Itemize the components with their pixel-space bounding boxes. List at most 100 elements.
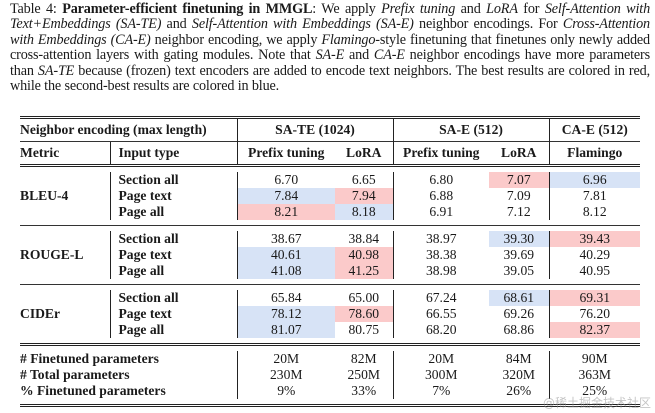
params-double-rule [20, 343, 640, 347]
caption-text: and [161, 16, 192, 33]
value-cell: 38.67 [236, 231, 335, 247]
caption-italic-term: Self-Attention with Text+Embeddings (SA-… [10, 1, 651, 33]
table-row: BLEU-4 Section all 6.70 6.65 6.80 7.07 6.96 [20, 172, 640, 203]
value-cell-second-best: 39.30 [489, 231, 549, 247]
params-value: 363M [548, 367, 640, 383]
table-row: ROUGE-L Section all 38.67 38.84 38.97 39.30 39… [20, 231, 640, 262]
value-cell-best: 69.31 [548, 290, 640, 306]
block-rule [20, 225, 640, 226]
caption-italic-term: LoRA [486, 1, 518, 17]
value-cell: 40.29 [548, 247, 640, 263]
caption-text: because (frozen) text encoders are added… [10, 62, 650, 95]
value-cell: 68.20 [392, 322, 489, 338]
value-cell-second-best: 6.96 [548, 172, 640, 188]
value-cell: 6.80 [392, 172, 489, 188]
value-cell-best: 7.94 [335, 188, 393, 204]
value-cell: 38.97 [392, 231, 489, 247]
rule-cell [20, 225, 640, 226]
caption-italic-term: CA-E [373, 47, 405, 64]
block-rule [20, 284, 640, 285]
table-row: Page text 40.61 40.98 38.38 39.69 40.29 [20, 247, 640, 263]
table-caption: Table 4: Parameter-efficient finetuning … [10, 1, 650, 94]
results-table: Neighbor encoding (max length) SA-TE (10… [20, 116, 640, 408]
value-cell: 6.70 [236, 172, 335, 188]
value-cell: 38.98 [392, 263, 489, 279]
header-method-sa-e-prefix: Prefix tuning [392, 142, 489, 166]
caption-body: : We apply Prefix tuning and LoRA for Se… [10, 1, 650, 94]
value-cell: 38.38 [392, 247, 489, 263]
caption-text: -style finetuning that finetunes only ne… [10, 31, 650, 64]
caption-text: and [455, 1, 487, 17]
value-cell: 80.75 [348, 322, 380, 337]
value-cell: 39.05 [503, 263, 535, 278]
value-cell: 6.88 [392, 188, 489, 204]
table-row: Page text 7.84 7.94 6.88 7.09 7.81 [20, 188, 640, 204]
rule-cell [20, 343, 640, 347]
params-value: 20M [392, 351, 489, 367]
params-value: 25% [548, 383, 640, 399]
params-value: 82M [350, 351, 377, 366]
value-cell-second-best: 68.61 [489, 290, 549, 306]
caption-italic-term: Flamingo [321, 31, 376, 48]
table-row: Page all 8.21 8.18 6.91 7.12 8.12 [20, 204, 640, 220]
table-row: CIDEr Section all 65.84 65.00 67.24 68.61 69.3… [20, 290, 640, 321]
params-value: 26% [506, 383, 532, 398]
input-type-label: Section all [109, 172, 237, 188]
value-cell-best: 41.25 [335, 263, 393, 279]
value-cell: 6.91 [392, 204, 489, 220]
input-type-label: Page all [109, 204, 237, 220]
caption-italic-term: Self-Attention with Embeddings (SA-E) [191, 16, 414, 33]
params-value: 230M [236, 367, 335, 383]
value-cell-second-best: 81.07 [236, 322, 335, 338]
input-type-label: Page all [109, 263, 237, 279]
value-cell: 39.69 [503, 247, 535, 262]
value-cell: 38.84 [348, 231, 380, 246]
params-label: # Finetuned parameters [20, 351, 159, 366]
value-cell: 68.86 [503, 322, 535, 337]
value-cell-second-best: 78.12 [236, 306, 335, 322]
params-value: 84M [505, 351, 532, 366]
params-value: 250M [347, 367, 380, 382]
value-cell: 7.12 [506, 204, 531, 219]
metric-label: CIDEr [20, 306, 61, 321]
params-value: 20M [236, 351, 335, 367]
input-type-label: Section all [109, 290, 237, 306]
caption-text: neighbor encodings have more parameters … [10, 47, 650, 79]
header-group-sa-e: SA-E (512) [392, 119, 549, 142]
value-cell-second-best: 7.84 [236, 188, 335, 204]
value-cell-best: 8.21 [236, 204, 335, 220]
value-cell: 67.24 [392, 290, 489, 306]
header-method-sa-e-lora: LoRA [501, 145, 537, 160]
caption-italic-term: Cross-Attention with Embeddings (CA-E) [10, 16, 650, 48]
top-rule [20, 116, 640, 120]
value-cell-best: 40.98 [335, 247, 393, 263]
value-cell: 40.95 [548, 263, 640, 279]
value-cell: 7.09 [506, 188, 531, 203]
caption-text: neighbor encoding, we apply [150, 31, 322, 48]
caption-text: for [517, 1, 545, 17]
value-cell: 6.65 [351, 172, 376, 187]
value-cell: 76.20 [548, 306, 640, 322]
rule-cell [20, 404, 640, 408]
table-row: Page all 41.08 41.25 38.98 39.05 40.95 [20, 263, 640, 279]
metric-label: BLEU-4 [20, 188, 69, 203]
params-value: 320M [502, 367, 535, 382]
header-metric: Metric [20, 145, 60, 160]
value-cell: 69.26 [503, 306, 535, 321]
value-cell: 66.55 [392, 306, 489, 322]
header-input-type: Input type [109, 142, 237, 166]
params-label: % Finetuned parameters [20, 383, 166, 398]
header-method-ca-e-flamingo: Flamingo [548, 142, 640, 166]
bottom-double-rule [20, 404, 640, 408]
table-row: Page all 81.07 80.75 68.20 68.86 82.37 [20, 322, 640, 338]
metric-label: ROUGE-L [20, 247, 84, 262]
value-cell-best: 82.37 [548, 322, 640, 338]
header-rule [20, 141, 640, 142]
params-value: 33% [351, 383, 377, 398]
header-method-sa-te-prefix: Prefix tuning [236, 142, 335, 166]
params-value: 7% [392, 383, 489, 399]
params-value: 9% [236, 383, 335, 399]
caption-italic-term: SA-TE [37, 62, 75, 79]
value-cell-best: 7.07 [489, 172, 549, 188]
header-group-ca-e: CA-E (512) [548, 119, 640, 142]
